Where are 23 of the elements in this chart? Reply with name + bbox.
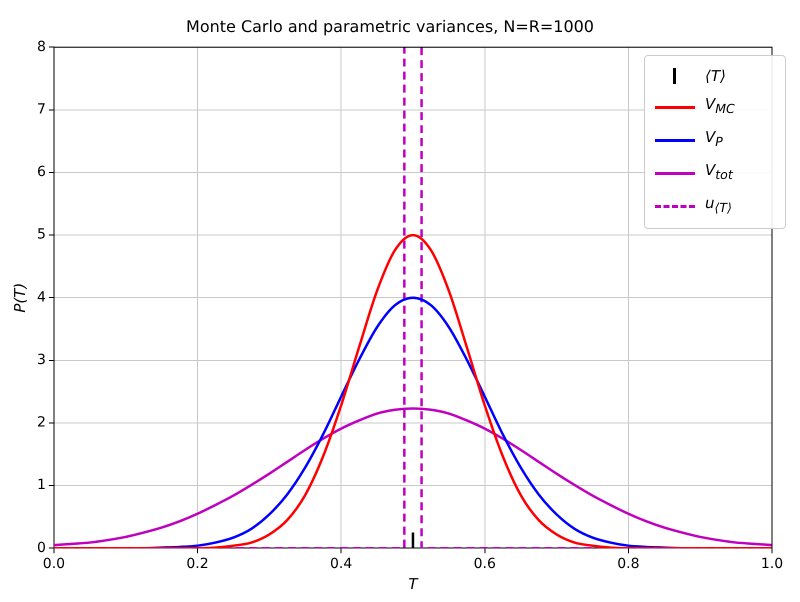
legend-label: V$_{MC}$ — [705, 94, 735, 118]
legend-label: ⟨T⟩ — [705, 66, 726, 88]
x-tick-label: 0.8 — [617, 556, 640, 572]
chart-title: Monte Carlo and parametric variances, N=R=1000 — [186, 16, 594, 36]
y-tick-label: 0 — [36, 540, 46, 556]
y-tick-label: 5 — [36, 226, 46, 243]
y-tick-label: 3 — [36, 352, 46, 368]
y-tick-label: 1 — [36, 477, 46, 494]
y-tick-label: 7 — [36, 101, 46, 118]
legend-label: V$_{tot}$ — [705, 160, 733, 184]
x-axis-title: T — [408, 574, 420, 593]
x-tick-label: 0.2 — [186, 556, 209, 572]
y-tick-label: 6 — [36, 164, 46, 180]
y-tick-label: 2 — [36, 414, 46, 431]
y-axis-title: P(T) — [10, 282, 29, 313]
x-tick-label: 0.4 — [330, 556, 352, 572]
y-tick-label: 8 — [36, 38, 46, 55]
legend-label: V$_{P}$ — [705, 127, 723, 152]
y-tick-label: 4 — [36, 289, 46, 306]
legend-label: u$_{⟨T⟩}$ — [705, 193, 732, 218]
x-tick-label: 0.6 — [474, 556, 496, 572]
x-tick-label: 1.0 — [760, 556, 784, 572]
x-tick-label: 0.0 — [42, 556, 66, 572]
